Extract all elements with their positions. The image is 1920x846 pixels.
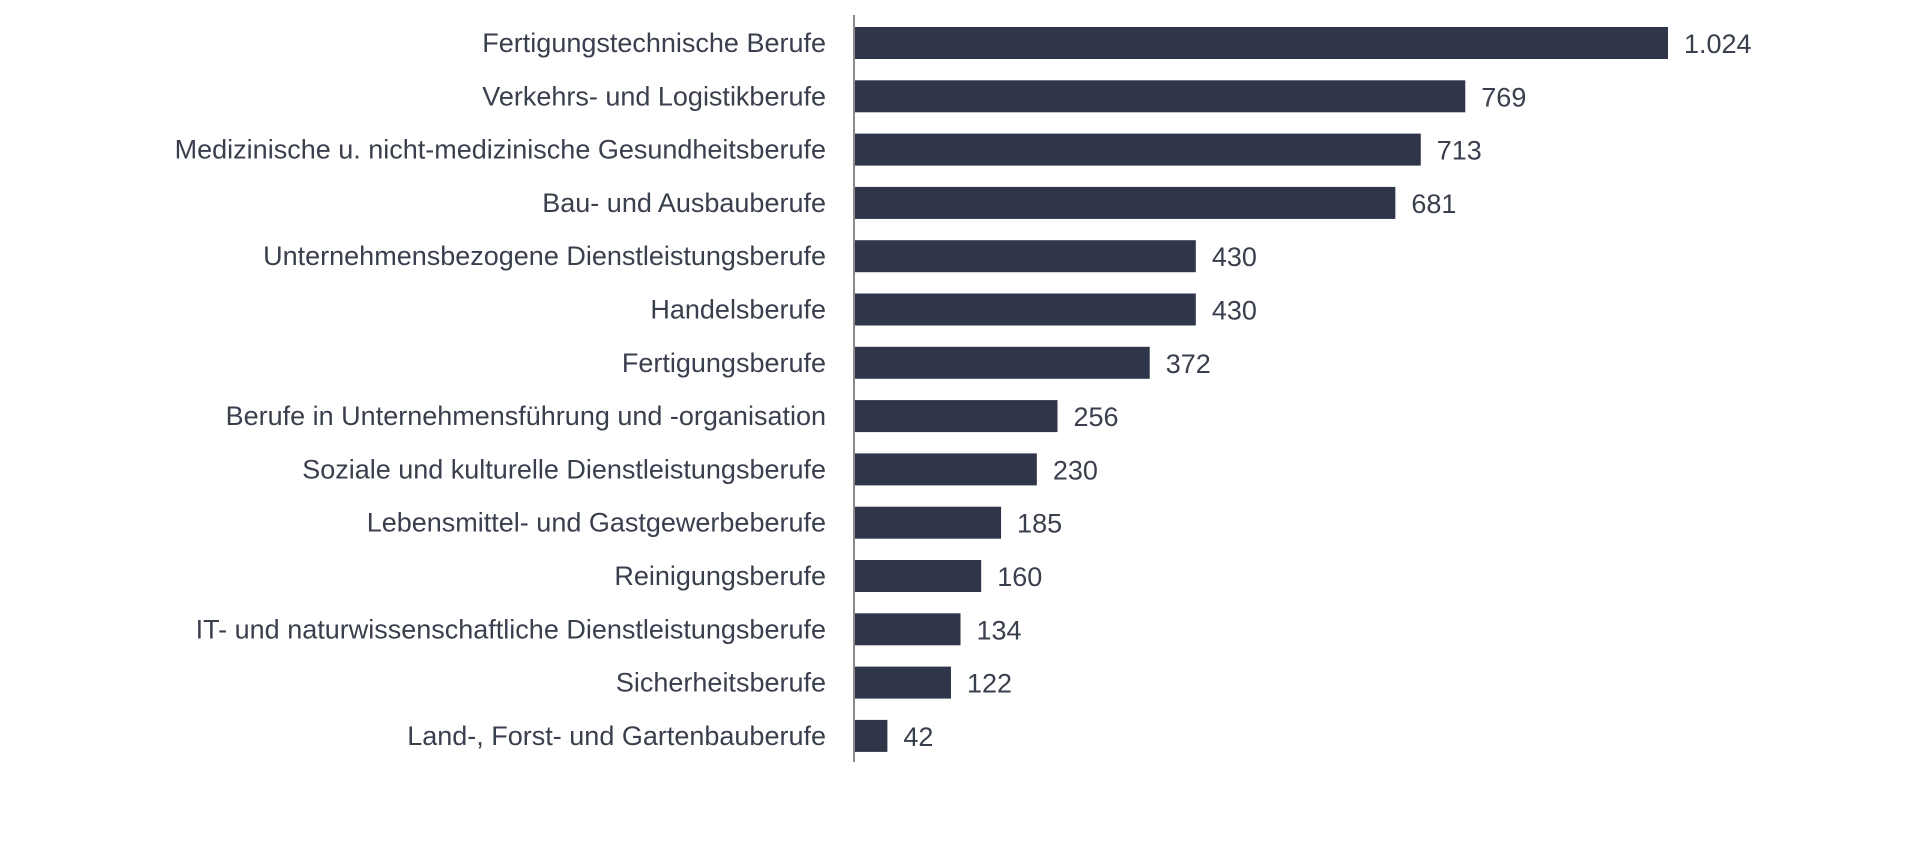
bar xyxy=(854,613,961,646)
bar xyxy=(854,346,1150,379)
category-label: Verkehrs- und Logistikberufe xyxy=(482,81,826,111)
data-label: 230 xyxy=(1053,455,1098,485)
bar xyxy=(854,719,888,752)
data-label: 42 xyxy=(903,722,933,752)
category-label: Lebensmittel- und Gastgewerbeberufe xyxy=(367,508,826,538)
category-label: Berufe in Unternehmensführung und -organ… xyxy=(226,401,826,431)
category-label: Bau- und Ausbauberufe xyxy=(542,188,826,218)
category-label: Unternehmensbezogene Dienstleistungsberu… xyxy=(263,241,826,271)
category-label: Reinigungsberufe xyxy=(614,561,826,591)
bar xyxy=(854,240,1196,273)
data-label: 256 xyxy=(1074,402,1119,432)
bar xyxy=(854,293,1196,326)
category-label: Soziale und kulturelle Dienstleistungsbe… xyxy=(302,454,826,484)
data-label: 1.024 xyxy=(1684,29,1752,59)
category-label: Handelsberufe xyxy=(650,295,826,325)
data-label: 185 xyxy=(1017,509,1062,539)
bar xyxy=(854,186,1396,219)
data-label: 372 xyxy=(1166,349,1211,379)
bar xyxy=(854,133,1421,166)
bar xyxy=(854,560,982,592)
category-label: IT- und naturwissenschaftliche Dienstlei… xyxy=(196,614,826,644)
category-label: Medizinische u. nicht-medizinische Gesun… xyxy=(175,135,826,165)
data-label: 681 xyxy=(1411,189,1456,219)
data-label: 713 xyxy=(1437,136,1482,166)
data-label: 430 xyxy=(1212,242,1257,272)
data-label: 160 xyxy=(997,562,1042,592)
data-label: 122 xyxy=(967,669,1012,699)
bar xyxy=(854,666,951,699)
data-label: 134 xyxy=(977,615,1022,645)
category-label: Sicherheitsberufe xyxy=(616,668,826,698)
bar xyxy=(854,506,1002,539)
data-label: 769 xyxy=(1481,82,1526,112)
category-label: Land-, Forst- und Gartenbauberufe xyxy=(407,721,826,751)
category-label: Fertigungsberufe xyxy=(622,348,826,378)
bar xyxy=(854,453,1037,486)
bar xyxy=(854,80,1466,113)
bar xyxy=(854,27,1668,59)
bar xyxy=(854,400,1058,433)
data-label: 430 xyxy=(1212,296,1257,326)
category-label: Fertigungstechnische Berufe xyxy=(482,28,826,58)
